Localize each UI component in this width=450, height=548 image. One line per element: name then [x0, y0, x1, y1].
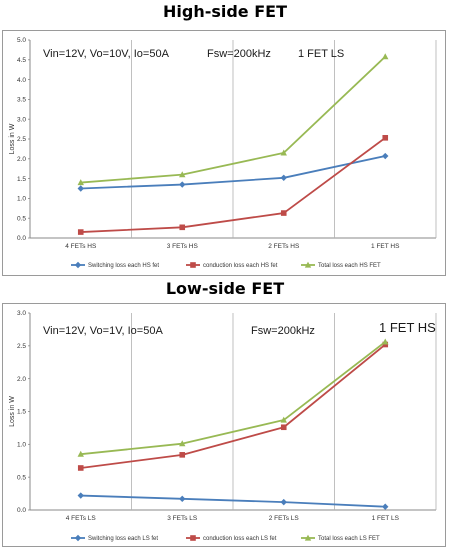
data-point-total — [280, 149, 287, 156]
y-axis-label: Loss in W — [9, 123, 16, 154]
y-tick-label: 0.5 — [17, 215, 26, 222]
annotation-fet: 1 FET HS — [379, 320, 436, 335]
x-tick-label: 4 FETs LS — [66, 515, 97, 522]
x-tick-label: 1 FET LS — [372, 515, 400, 522]
data-point-switching — [280, 174, 287, 182]
series-line-total — [80, 55, 386, 184]
data-point-conduction — [280, 424, 287, 431]
data-point-conduction — [179, 452, 186, 458]
y-tick-label: 5.0 — [17, 37, 26, 44]
data-point-conduction — [382, 135, 389, 141]
y-tick-label: 1.5 — [17, 176, 26, 183]
data-point-switching — [179, 181, 186, 188]
low-side-chart: 0.0 0.5 1.0 1.5 2.0 2.5 3.0 Loss in W 4 FETs LS 3… — [9, 310, 437, 542]
y-tick-label: 2.0 — [17, 376, 26, 383]
data-point-total — [179, 171, 186, 178]
data-point-switching — [179, 495, 186, 503]
high-side-chart: 0.0 0.5 1.0 1.5 2.0 2.5 3.0 3.5 4.0 4.5 5.0 Loss in… — [9, 37, 437, 269]
chart-title-high-side: High-side FET — [162, 2, 287, 21]
annotation-fsw: Fsw=200kHz — [251, 325, 315, 337]
data-point-switching — [382, 152, 389, 160]
y-tick-label: 1.0 — [17, 196, 26, 203]
series-line-switching — [80, 155, 386, 190]
y-tick-label: 2.5 — [17, 343, 26, 350]
data-point-switching — [77, 492, 84, 499]
x-tick-label: 2 FETs HS — [268, 243, 300, 250]
y-tick-label: 3.5 — [17, 97, 26, 104]
x-tick-label: 2 FETs LS — [269, 515, 300, 522]
data-point-total — [382, 338, 389, 345]
chart-panel-high-side: 0.0 0.5 1.0 1.5 2.0 2.5 3.0 3.5 4.0 4.5 5.0 Loss in… — [2, 30, 446, 276]
legend-label-conduction: conduction loss each HS fet — [203, 263, 278, 269]
data-point-conduction — [77, 465, 84, 471]
legend-marker-total — [304, 534, 312, 541]
series-line-total — [80, 341, 386, 456]
y-axis-label: Loss in W — [9, 396, 16, 427]
y-tick-label: 0.5 — [17, 474, 26, 481]
data-point-conduction — [179, 224, 186, 231]
legend-label-total: Total loss each LS FET — [318, 536, 380, 542]
data-point-switching — [382, 503, 389, 510]
y-tick-label: 2.5 — [17, 136, 26, 143]
legend-marker-switching — [74, 534, 82, 542]
annotation-conditions: Vin=12V, Vo=1V, Io=50A — [43, 325, 163, 337]
legend-marker-conduction — [190, 262, 196, 268]
data-point-switching — [280, 498, 287, 506]
annotation-fsw: Fsw=200kHz — [207, 48, 271, 60]
data-point-total — [77, 450, 84, 457]
annotation-fet: 1 FET LS — [298, 48, 344, 60]
x-tick-label: 3 FETs LS — [167, 515, 198, 522]
y-tick-label: 0.0 — [17, 507, 26, 514]
data-point-total — [179, 440, 186, 447]
data-point-conduction — [77, 229, 84, 235]
series-line-switching — [80, 494, 386, 508]
chart-title-low-side: Low-side FET — [165, 279, 285, 298]
x-tick-label: 4 FETs HS — [65, 243, 97, 250]
data-point-total — [280, 416, 287, 423]
legend-label-conduction: conduction loss each LS fet — [203, 536, 277, 542]
x-tick-label: 3 FETs HS — [167, 243, 199, 250]
series-line-conduction — [80, 343, 386, 469]
y-tick-label: 3.0 — [17, 310, 26, 317]
x-tick-label: 1 FET HS — [371, 243, 400, 250]
data-point-conduction — [382, 341, 389, 348]
y-tick-label: 3.0 — [17, 116, 26, 123]
data-point-conduction — [280, 210, 287, 216]
data-point-switching — [77, 185, 84, 192]
legend-label-switching: Switching loss each LS fet — [88, 536, 158, 542]
y-tick-label: 4.0 — [17, 77, 26, 84]
y-tick-label: 1.5 — [17, 409, 26, 416]
legend-marker-conduction — [190, 535, 196, 541]
y-tick-label: 0.0 — [17, 235, 26, 242]
chart-panel-low-side: 0.0 0.5 1.0 1.5 2.0 2.5 3.0 Loss in W 4 FETs LS 3… — [2, 303, 446, 547]
annotation-conditions: Vin=12V, Vo=10V, Io=50A — [43, 48, 170, 60]
legend-label-switching: Switching loss each HS fet — [88, 263, 159, 269]
legend-marker-switching — [74, 261, 82, 269]
legend-label-total: Total loss each HS FET — [318, 263, 381, 269]
data-point-total — [77, 179, 84, 186]
series-line-conduction — [80, 137, 386, 233]
data-point-total — [382, 53, 389, 60]
y-tick-label: 2.0 — [17, 156, 26, 163]
y-tick-label: 1.0 — [17, 442, 26, 449]
y-tick-label: 4.5 — [17, 57, 26, 64]
legend-marker-total — [304, 261, 312, 268]
